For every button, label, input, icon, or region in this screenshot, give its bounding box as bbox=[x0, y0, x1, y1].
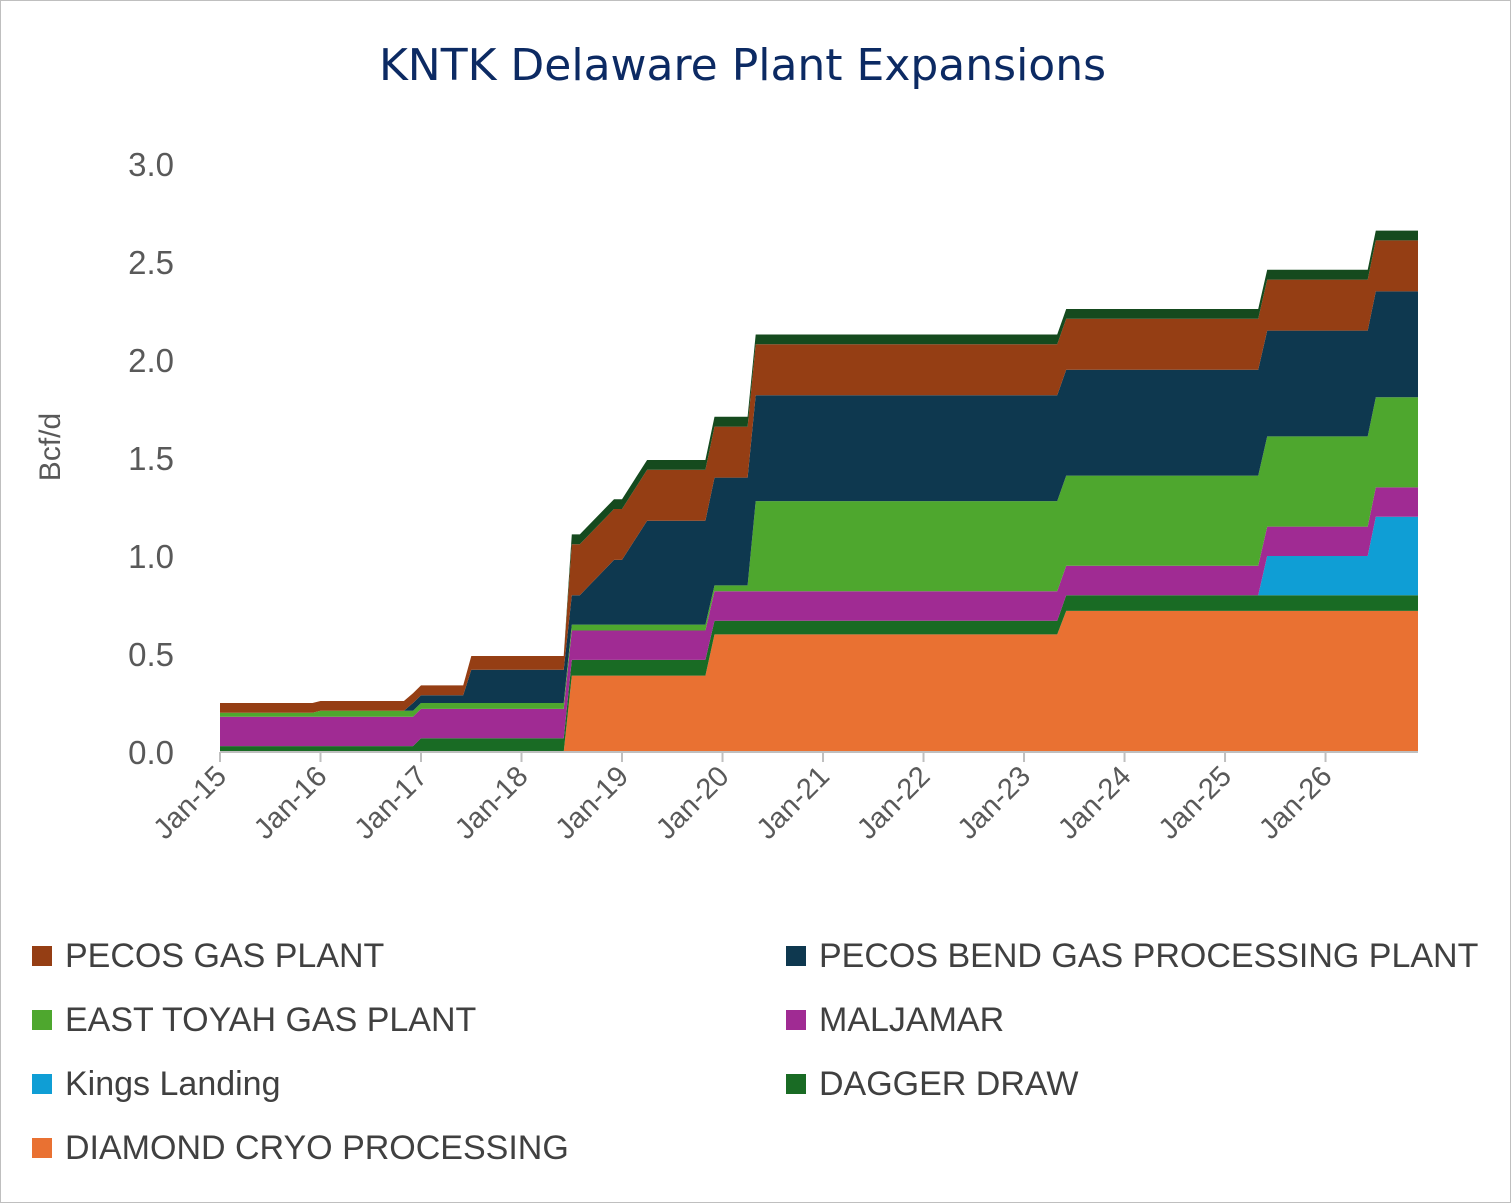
y-tick-label: 1.5 bbox=[128, 440, 174, 477]
area-layers bbox=[220, 230, 1418, 752]
x-tick-label: Jan-16 bbox=[248, 760, 333, 845]
area-pecos-gas-plant bbox=[220, 240, 1418, 713]
area-dagger-draw-expansion bbox=[220, 230, 1418, 703]
x-tick-label: Jan-19 bbox=[550, 760, 635, 845]
x-tick-label: Jan-17 bbox=[349, 760, 434, 845]
y-tick-label: 0.0 bbox=[128, 734, 174, 771]
area-pecos-bend-gas-processing-plant bbox=[220, 291, 1418, 713]
y-tick-labels: 0.0 0.5 1.0 1.5 2.0 2.5 3.0 bbox=[128, 146, 174, 771]
area-maljamar bbox=[220, 487, 1418, 747]
x-tick-label: Jan-25 bbox=[1153, 760, 1238, 845]
x-tick-labels: Jan-15 Jan-16 Jan-17 Jan-18 Jan-19 Jan-20 Jan-… bbox=[148, 752, 1338, 846]
area-dagger-draw bbox=[220, 595, 1418, 752]
x-tick-label: Jan-24 bbox=[1052, 760, 1137, 845]
x-tick-label: Jan-21 bbox=[751, 760, 836, 845]
x-tick-label: Jan-23 bbox=[952, 760, 1037, 845]
area-east-toyah-gas-plant bbox=[220, 397, 1418, 717]
x-tick-label: Jan-20 bbox=[650, 760, 735, 845]
chart-title: KNTK Delaware Plant Expansions bbox=[378, 40, 1107, 91]
x-tick-label: Jan-15 bbox=[148, 760, 233, 845]
x-tick-label: Jan-26 bbox=[1253, 760, 1338, 845]
y-tick-label: 2.5 bbox=[128, 244, 174, 281]
y-tick-label: 0.5 bbox=[128, 636, 174, 673]
area-diamond-cryo-processing bbox=[220, 610, 1418, 752]
y-tick-label: 3.0 bbox=[128, 146, 174, 183]
x-tick-label: Jan-22 bbox=[851, 760, 936, 845]
y-tick-label: 1.0 bbox=[128, 538, 174, 575]
x-tick-label: Jan-18 bbox=[449, 760, 534, 845]
y-axis-title: Bcf/d bbox=[34, 413, 67, 481]
y-tick-label: 2.0 bbox=[128, 342, 174, 379]
